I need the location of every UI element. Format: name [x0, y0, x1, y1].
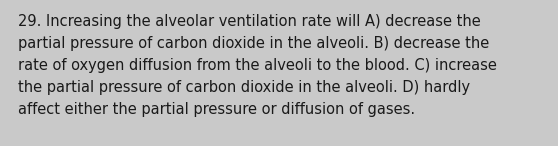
Text: 29. Increasing the alveolar ventilation rate will A) decrease the: 29. Increasing the alveolar ventilation …: [18, 14, 481, 29]
Text: affect either the partial pressure or diffusion of gases.: affect either the partial pressure or di…: [18, 102, 415, 117]
Text: the partial pressure of carbon dioxide in the alveoli. D) hardly: the partial pressure of carbon dioxide i…: [18, 80, 470, 95]
Text: rate of oxygen diffusion from the alveoli to the blood. C) increase: rate of oxygen diffusion from the alveol…: [18, 58, 497, 73]
Text: partial pressure of carbon dioxide in the alveoli. B) decrease the: partial pressure of carbon dioxide in th…: [18, 36, 489, 51]
